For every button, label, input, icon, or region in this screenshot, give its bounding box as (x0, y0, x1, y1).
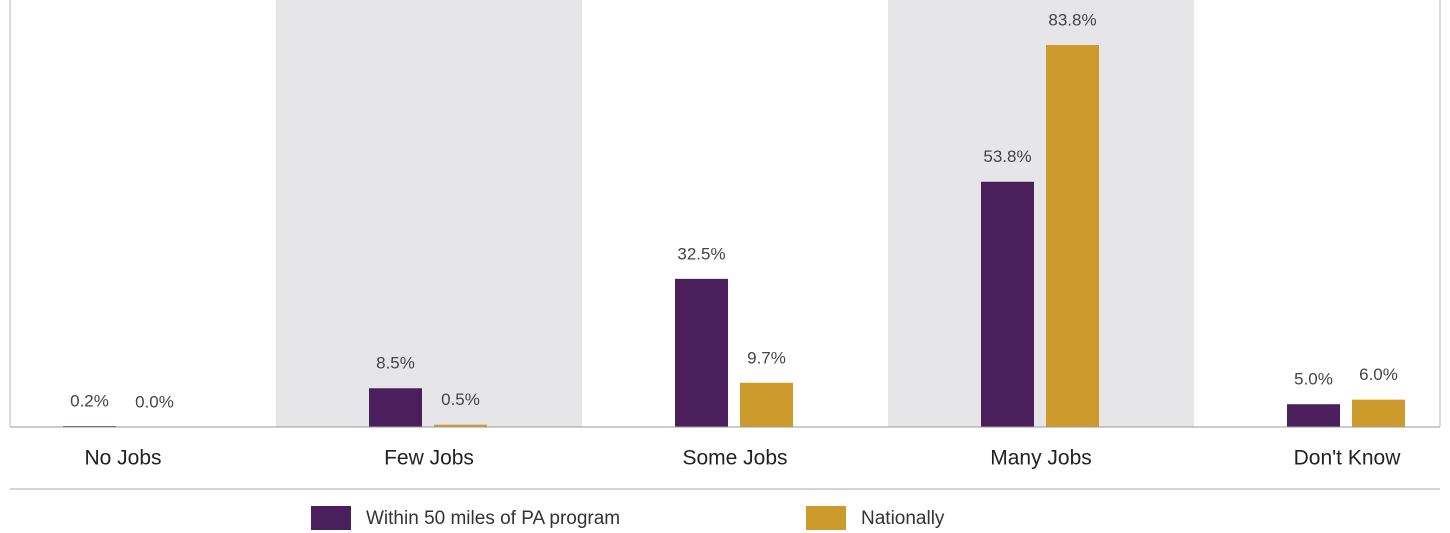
value-label: 53.8% (983, 147, 1031, 166)
x-tick-label: Many Jobs (990, 447, 1092, 470)
legend-label: Within 50 miles of PA program (366, 508, 620, 529)
bar (675, 278, 728, 427)
band-shade (276, 0, 582, 427)
x-tick-label: No Jobs (84, 447, 161, 470)
bar (1046, 45, 1099, 427)
value-label: 0.2% (70, 392, 109, 411)
bar (740, 382, 793, 427)
value-label: 32.5% (677, 244, 725, 263)
x-tick-label: Don't Know (1294, 447, 1402, 470)
x-tick-label: Few Jobs (384, 447, 474, 470)
bar (981, 181, 1034, 427)
bar (1352, 399, 1405, 427)
value-label: 83.8% (1048, 10, 1096, 29)
value-label: 0.5% (441, 390, 480, 409)
bar (434, 424, 487, 427)
value-label: 6.0% (1359, 365, 1398, 384)
x-tick-label: Some Jobs (682, 447, 787, 470)
value-label: 8.5% (376, 354, 415, 373)
legend-swatch (311, 506, 351, 530)
bar (1287, 404, 1340, 427)
legend-label: Nationally (861, 508, 945, 529)
legend-swatch (806, 506, 846, 530)
band-shade (888, 0, 1194, 427)
value-label: 5.0% (1294, 370, 1333, 389)
bar (369, 388, 422, 427)
value-label: 0.0% (135, 392, 174, 411)
value-label: 9.7% (747, 348, 786, 367)
